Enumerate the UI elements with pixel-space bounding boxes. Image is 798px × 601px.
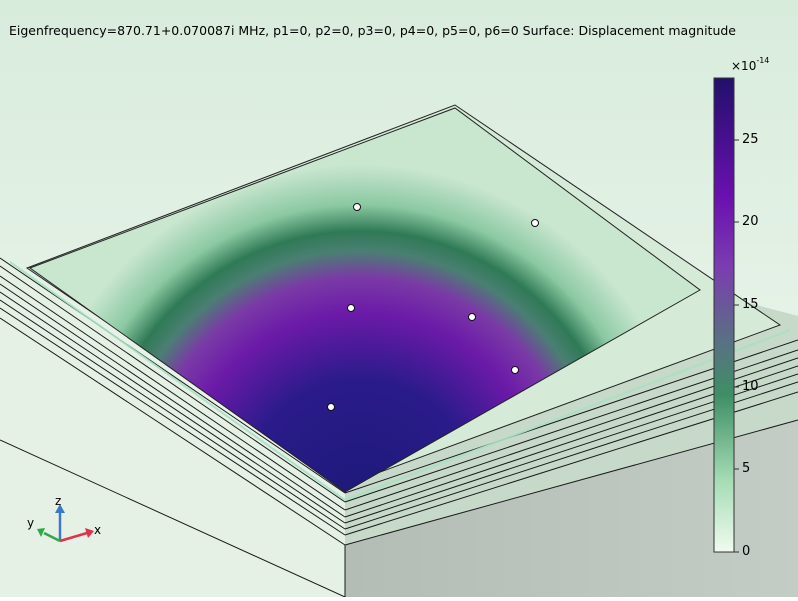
layer-lines-left	[0, 257, 346, 598]
z-axis-label: z	[55, 494, 61, 508]
probe-marker-1	[353, 203, 361, 211]
probe-marker-5	[511, 366, 519, 374]
probe-marker-2	[531, 219, 539, 227]
colorbar	[713, 77, 735, 553]
z-arrowhead	[55, 504, 65, 513]
colorbar-tick-5: 5	[742, 461, 751, 476]
axis-triad	[37, 504, 94, 543]
y-arrowhead	[37, 528, 45, 537]
y-axis-line	[43, 531, 61, 543]
y-axis-label: y	[27, 516, 34, 530]
colorbar-tick-0: 0	[742, 544, 751, 559]
colorbar-tick-10: 10	[742, 379, 759, 394]
displacement-surface	[28, 107, 701, 493]
colorbar-tick-15: 15	[742, 297, 759, 312]
plot-title: Eigenfrequency=870.71+0.070087i MHz, p1=…	[9, 23, 736, 38]
x-arrowhead	[85, 528, 94, 538]
x-axis-line	[59, 531, 88, 543]
probe-marker-4	[468, 313, 476, 321]
x-axis-label: x	[94, 523, 101, 537]
colorbar-multiplier: ×10-14	[731, 56, 770, 73]
colorbar-tick-25: 25	[742, 132, 759, 147]
colorbar-tick-20: 20	[742, 214, 759, 229]
probe-marker-6	[327, 403, 335, 411]
probe-markers	[327, 203, 539, 411]
probe-marker-3	[347, 304, 355, 312]
trench-edge	[9, 261, 791, 502]
front-block-face	[345, 420, 798, 597]
